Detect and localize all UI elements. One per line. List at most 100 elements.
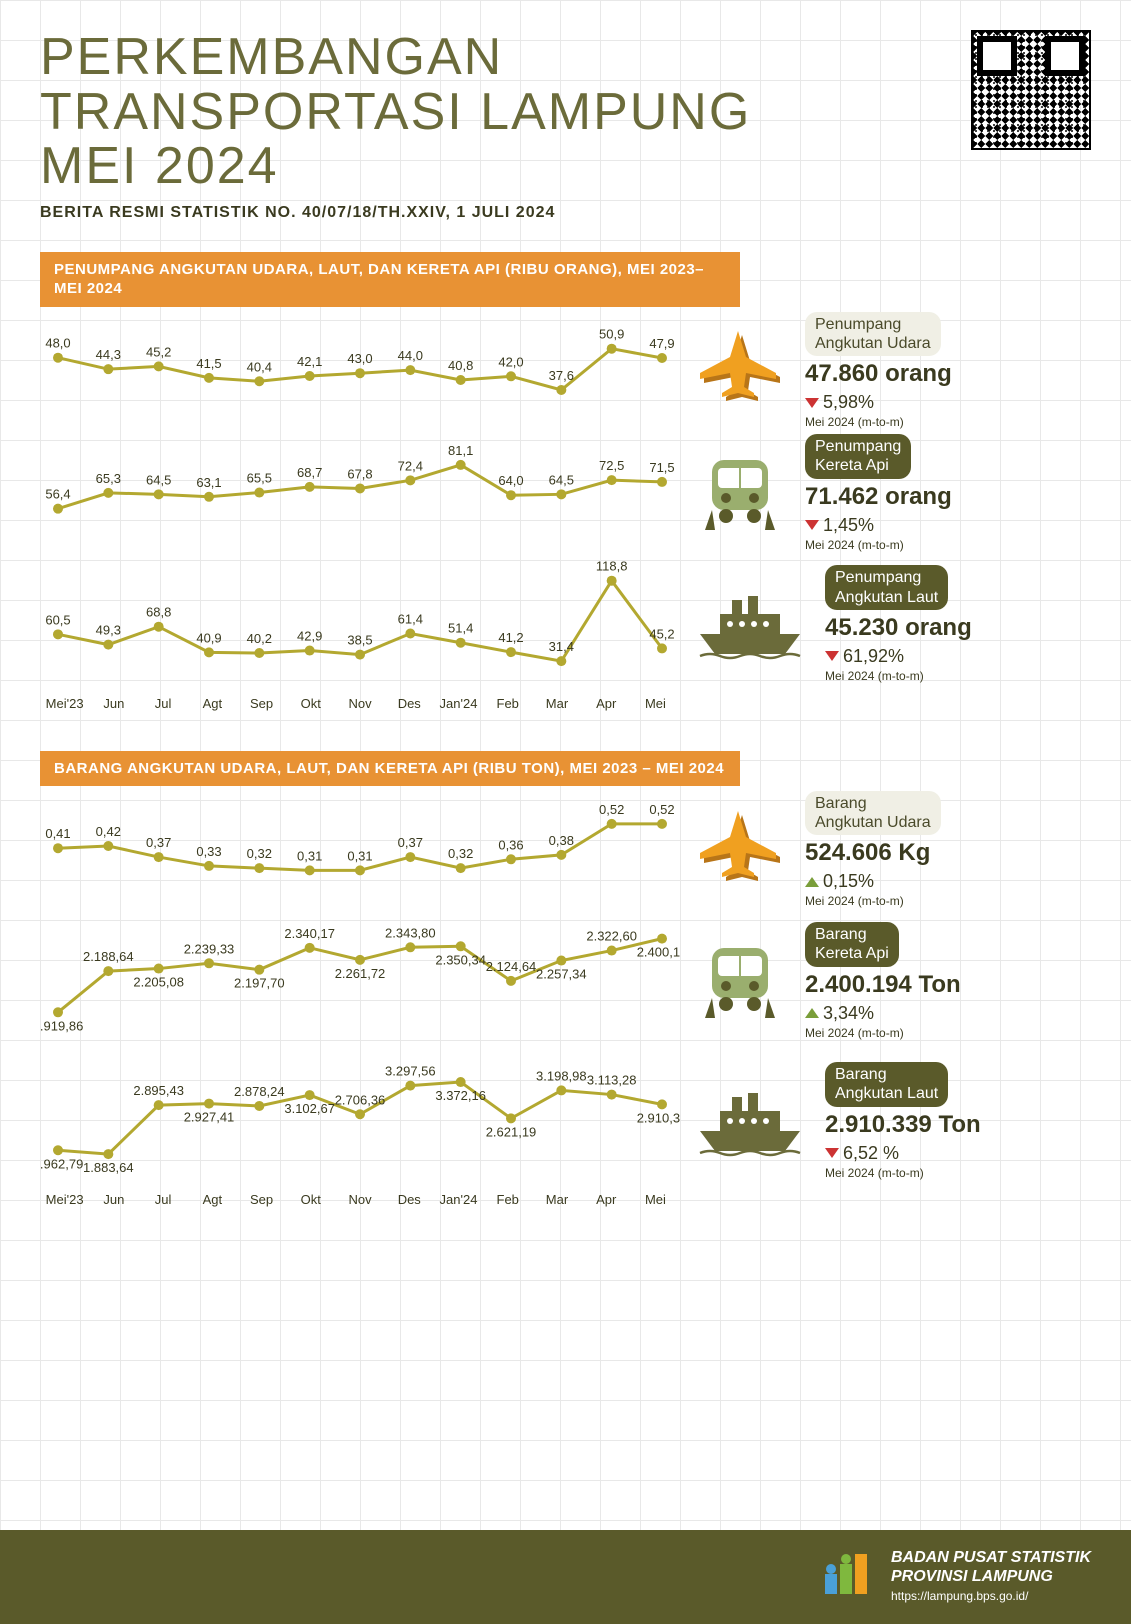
title-line-3: MEI 2024	[40, 137, 279, 195]
x-axis-label: Feb	[483, 1192, 532, 1207]
train-icon	[690, 936, 790, 1026]
stat-title: BarangKereta Api	[805, 922, 899, 966]
x-axis-label: Jan'24	[434, 1192, 483, 1207]
svg-text:2.197,70: 2.197,70	[234, 976, 285, 991]
svg-text:3.102,67: 3.102,67	[284, 1101, 335, 1116]
svg-text:0,31: 0,31	[297, 849, 322, 864]
stat-block-kereta_p: PenumpangKereta Api 71.462 orang 1,45% M…	[800, 434, 1091, 551]
svg-text:3.198,98: 3.198,98	[536, 1069, 587, 1084]
svg-text:0,52: 0,52	[649, 802, 674, 817]
svg-text:2.205,08: 2.205,08	[133, 975, 184, 990]
svg-text:44,3: 44,3	[96, 347, 121, 362]
svg-text:40,2: 40,2	[247, 631, 272, 646]
svg-text:2.239,33: 2.239,33	[184, 942, 235, 957]
svg-text:68,7: 68,7	[297, 465, 322, 480]
x-axis-label: Jul	[138, 696, 187, 711]
svg-text:31,4: 31,4	[549, 639, 574, 654]
svg-text:71,5: 71,5	[649, 460, 674, 475]
svg-text:0,31: 0,31	[347, 849, 372, 864]
svg-text:2.895,43: 2.895,43	[133, 1084, 184, 1099]
svg-text:41,2: 41,2	[498, 630, 523, 645]
stat-block-laut_b: BarangAngkutan Laut 2.910.339 Ton 6,52 %…	[820, 1062, 1091, 1179]
line-chart-laut_b: 1.962,791.883,642.895,432.927,412.878,24…	[40, 1053, 680, 1183]
x-axis-label: Jul	[138, 1192, 187, 1207]
chart-row-laut_b: 1.962,791.883,642.895,432.927,412.878,24…	[40, 1053, 1091, 1188]
down-arrow-icon	[805, 520, 819, 530]
section-2-title: BARANG ANGKUTAN UDARA, LAUT, DAN KERETA …	[40, 751, 740, 787]
svg-text:0,37: 0,37	[146, 835, 171, 850]
svg-text:49,3: 49,3	[96, 622, 121, 637]
bps-logo-icon	[817, 1549, 877, 1604]
stat-period: Mei 2024 (m-to-m)	[805, 538, 1091, 552]
footer-org-2: PROVINSI LAMPUNG	[891, 1568, 1053, 1585]
footer-url: https://lampung.bps.go.id/	[891, 1589, 1028, 1603]
line-chart-udara_b: 0,410,420,370,330,320,310,310,370,320,36…	[40, 797, 680, 897]
svg-text:65,5: 65,5	[247, 471, 272, 486]
line-chart-kereta_p: 56,465,364,563,165,568,767,872,481,164,0…	[40, 440, 680, 540]
page-title: PERKEMBANGAN TRANSPORTASI LAMPUNG MEI 20…	[40, 30, 971, 194]
x-axis-label: Des	[385, 1192, 434, 1207]
x-axis-label: Okt	[286, 1192, 335, 1207]
svg-text:64,0: 64,0	[498, 474, 523, 489]
chart-container: 56,465,364,563,165,568,767,872,481,164,0…	[40, 440, 680, 545]
svg-text:2.322,60: 2.322,60	[586, 929, 637, 944]
svg-text:2.188,64: 2.188,64	[83, 949, 134, 964]
svg-text:0,32: 0,32	[448, 846, 473, 861]
x-axis-label: Sep	[237, 696, 286, 711]
stat-value: 524.606 Kg	[805, 839, 1091, 867]
line-chart-udara_p: 48,044,345,241,540,442,143,044,040,842,0…	[40, 318, 680, 418]
stat-change: 1,45%	[805, 515, 1091, 536]
svg-text:72,5: 72,5	[599, 458, 624, 473]
svg-text:40,9: 40,9	[196, 630, 221, 645]
svg-text:0,52: 0,52	[599, 802, 624, 817]
stat-title: BarangAngkutan Laut	[825, 1062, 948, 1106]
svg-text:42,0: 42,0	[498, 354, 523, 369]
svg-text:1.883,64: 1.883,64	[83, 1161, 134, 1176]
up-arrow-icon	[805, 877, 819, 887]
svg-text:51,4: 51,4	[448, 620, 473, 635]
x-axis-label: Mar	[532, 1192, 581, 1207]
stat-change-value: 1,45%	[823, 515, 874, 536]
stat-period: Mei 2024 (m-to-m)	[825, 1166, 1091, 1180]
svg-text:2.621,19: 2.621,19	[486, 1125, 537, 1140]
chart-row-kereta_p: 56,465,364,563,165,568,767,872,481,164,0…	[40, 434, 1091, 551]
ship-icon	[690, 1081, 810, 1161]
svg-text:2.706,36: 2.706,36	[335, 1093, 386, 1108]
chart-container: 0,410,420,370,330,320,310,310,370,320,36…	[40, 797, 680, 902]
stat-block-udara_b: BarangAngkutan Udara 524.606 Kg 0,15% Me…	[800, 791, 1091, 908]
page: PERKEMBANGAN TRANSPORTASI LAMPUNG MEI 20…	[0, 0, 1131, 1530]
x-axis-label: Jan'24	[434, 696, 483, 711]
chart-row-udara_b: 0,410,420,370,330,320,310,310,370,320,36…	[40, 791, 1091, 908]
x-axis-label: Sep	[237, 1192, 286, 1207]
stat-period: Mei 2024 (m-to-m)	[805, 894, 1091, 908]
x-axis-label: Feb	[483, 696, 532, 711]
stat-title: PenumpangAngkutan Laut	[825, 565, 948, 609]
x-axis-label: Agt	[188, 696, 237, 711]
x-axis-label: Apr	[582, 696, 631, 711]
svg-text:2.124,64: 2.124,64	[486, 959, 537, 974]
svg-text:64,5: 64,5	[146, 473, 171, 488]
plane-icon	[690, 805, 790, 895]
svg-text:47,9: 47,9	[649, 336, 674, 351]
up-arrow-icon	[805, 1008, 819, 1018]
x-axis-label: Des	[385, 696, 434, 711]
svg-text:65,3: 65,3	[96, 471, 121, 486]
line-chart-laut_p: 60,549,368,840,940,242,938,561,451,441,2…	[40, 557, 680, 687]
down-arrow-icon	[825, 651, 839, 661]
stat-change-value: 6,52 %	[843, 1143, 899, 1164]
svg-text:48,0: 48,0	[45, 336, 70, 351]
svg-text:2.261,72: 2.261,72	[335, 966, 386, 981]
stat-change-value: 5,98%	[823, 392, 874, 413]
line-chart-kereta_b: 1.919,862.188,642.205,082.239,332.197,70…	[40, 913, 680, 1043]
svg-text:72,4: 72,4	[398, 459, 423, 474]
stat-change-value: 0,15%	[823, 871, 874, 892]
x-axis-label: Jun	[89, 1192, 138, 1207]
svg-text:2.343,80: 2.343,80	[385, 926, 436, 941]
title-block: PERKEMBANGAN TRANSPORTASI LAMPUNG MEI 20…	[40, 30, 971, 222]
chart-row-kereta_b: 1.919,862.188,642.205,082.239,332.197,70…	[40, 913, 1091, 1048]
x-axis-label: Nov	[335, 1192, 384, 1207]
footer: BADAN PUSAT STATISTIK PROVINSI LAMPUNG h…	[0, 1530, 1131, 1624]
section-2-charts: 0,410,420,370,330,320,310,310,370,320,36…	[40, 791, 1091, 1188]
x-axis-label: Mei'23	[40, 696, 89, 711]
chart-container: 60,549,368,840,940,242,938,561,451,441,2…	[40, 557, 680, 692]
